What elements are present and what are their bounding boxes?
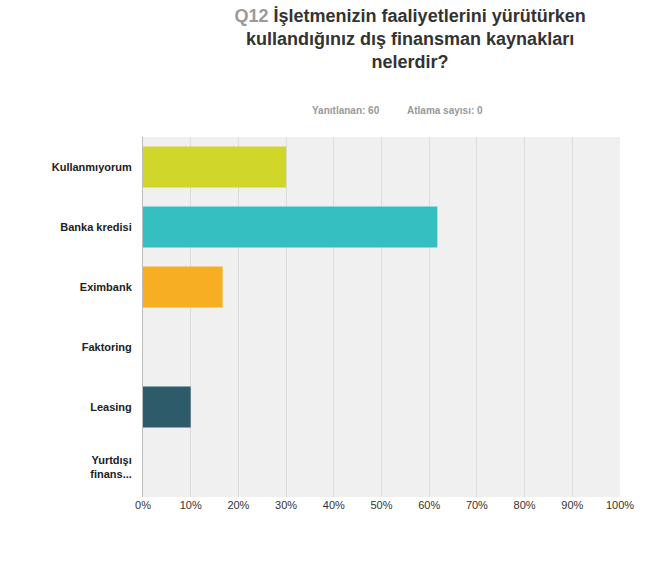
svg-text:10%: 10% bbox=[180, 499, 202, 511]
svg-text:60%: 60% bbox=[418, 499, 440, 511]
svg-text:Eximbank: Eximbank bbox=[80, 281, 133, 293]
svg-text:Faktoring: Faktoring bbox=[82, 341, 132, 353]
svg-text:Leasing: Leasing bbox=[90, 401, 132, 413]
svg-text:Yurtdışıfinans...: Yurtdışıfinans... bbox=[90, 454, 132, 480]
svg-text:70%: 70% bbox=[466, 499, 488, 511]
svg-text:50%: 50% bbox=[370, 499, 392, 511]
svg-text:Yanıtlanan: 60: Yanıtlanan: 60 bbox=[312, 105, 380, 116]
svg-text:40%: 40% bbox=[323, 499, 345, 511]
svg-text:Kullanmıyorum: Kullanmıyorum bbox=[52, 161, 132, 173]
svg-text:0%: 0% bbox=[135, 499, 151, 511]
svg-text:20%: 20% bbox=[227, 499, 249, 511]
svg-text:100%: 100% bbox=[606, 499, 634, 511]
svg-text:Banka kredisi: Banka kredisi bbox=[60, 221, 132, 233]
svg-text:30%: 30% bbox=[275, 499, 297, 511]
svg-text:80%: 80% bbox=[514, 499, 536, 511]
svg-text:90%: 90% bbox=[561, 499, 583, 511]
svg-text:Atlama sayısı: 0: Atlama sayısı: 0 bbox=[407, 105, 483, 116]
svg-text:Q12 İşletmenizin faaliyetlerin: Q12 İşletmenizin faaliyetlerini yürütürk… bbox=[235, 6, 586, 73]
